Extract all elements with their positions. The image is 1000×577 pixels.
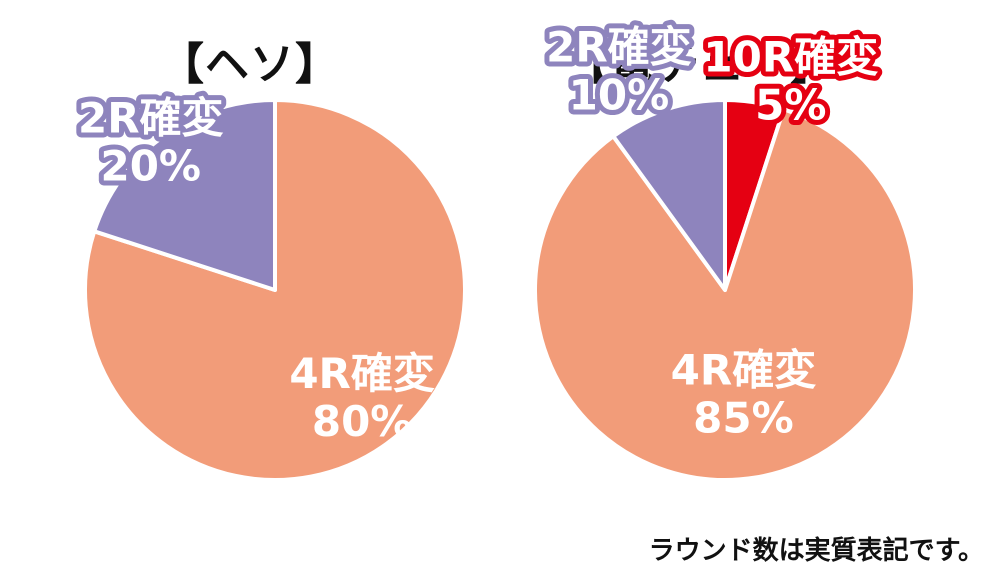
pie-chart-denchu: 【電チュー】 10R確変 5% 4R確変 85% 2R確変 10%: [450, 0, 950, 577]
chart-title: 【電チュー】: [565, 39, 835, 90]
footnote: ラウンド数は実質表記です。: [648, 536, 984, 566]
slice-label-value: 85%: [693, 393, 794, 442]
slice-label-value: 20%: [100, 142, 201, 191]
slice-label-name: 2R確変: [78, 94, 224, 143]
slice-label-value: 80%: [312, 397, 413, 446]
slice-label-name: 4R確変: [289, 349, 435, 398]
pie-slice-2: [533, 107, 917, 482]
slice-label-name: 2R確変: [546, 23, 692, 72]
pie-chart-heso: 【ヘソ】 4R確変 80% 2R確変 20%: [73, 39, 467, 482]
slice-label-name: 10R確変: [703, 33, 878, 82]
pie-slice-2: [92, 98, 277, 292]
pie-slice-3: [611, 98, 727, 292]
slice-label-value: 5%: [755, 81, 826, 130]
slice-label-value: 10%: [569, 71, 670, 120]
chart-title: 【ヘソ】: [160, 39, 340, 90]
slice-label-name: 4R確変: [671, 345, 817, 394]
